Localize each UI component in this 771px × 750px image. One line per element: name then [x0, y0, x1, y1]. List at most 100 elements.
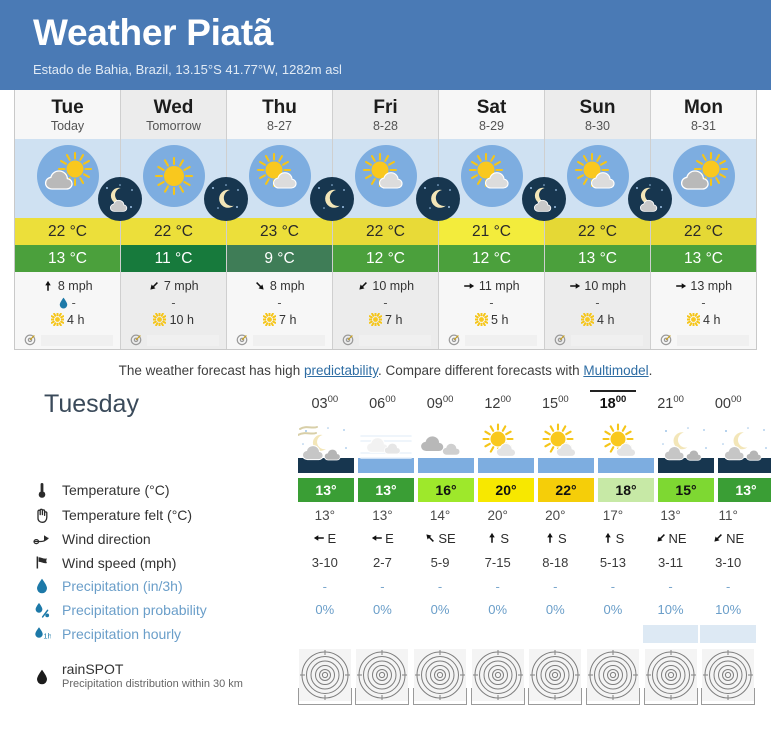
predictability-text-3: . — [648, 363, 653, 378]
hourly-felt-cell: 11° — [718, 508, 738, 523]
target-icon — [235, 332, 249, 349]
hourly-time-label[interactable]: 0300 — [311, 393, 339, 412]
day-accuracy — [651, 332, 756, 349]
rainspot-cell — [527, 647, 585, 706]
sun-icon — [49, 311, 65, 331]
day-header: Sun 8-30 — [545, 90, 650, 139]
hourly-wind-speed-cell: 3-10 — [311, 555, 338, 570]
hourly-probability-cell: 0% — [545, 602, 565, 617]
row-rainspot: rainSPOT Precipitation distribution with… — [20, 647, 757, 706]
hourly-precip-bar-cell — [527, 621, 585, 647]
day-column[interactable]: Tue Today 22 °C 13 °C 8 mph - 4 h — [15, 90, 142, 349]
rainspot-cell — [296, 647, 354, 706]
hourly-wind-speed-cell: 2-7 — [373, 555, 392, 570]
day-wind-value: 8 mph — [269, 279, 305, 293]
day-sun-hours: 4 h — [545, 311, 650, 329]
day-sun-value: 7 h — [385, 313, 403, 327]
multimodel-link[interactable]: Multimodel — [583, 363, 649, 378]
day-wind: 11 mph — [439, 278, 544, 295]
day-header: Wed Tomorrow — [121, 90, 226, 139]
rainspot-label-block: rainSPOT Precipitation distribution with… — [62, 661, 243, 692]
day-precip: - — [227, 295, 332, 312]
day-column[interactable]: Sat 8-29 21 °C 12 °C 11 mph - 5 h — [439, 90, 566, 349]
day-max-temp: 23 °C — [227, 218, 332, 245]
hourly-felt-cell: 13° — [314, 508, 336, 523]
day-column[interactable]: Thu 8-27 23 °C 9 °C 8 mph - 7 h — [227, 90, 354, 349]
hourly-day-title: Tuesday — [44, 390, 139, 418]
hourly-time-label[interactable]: 1800 — [584, 389, 642, 416]
hourly-probability-cell: 10% — [657, 602, 684, 617]
day-column[interactable]: Fri 8-28 22 °C 12 °C 10 mph - 7 h — [333, 90, 460, 349]
hourly-time-label[interactable]: 1500 — [541, 393, 569, 412]
day-sun-value: 7 h — [279, 313, 297, 327]
day-max-temp: 22 °C — [545, 218, 650, 245]
predictability-link[interactable]: predictability — [303, 363, 378, 378]
day-header: Tue Today — [15, 90, 120, 139]
hourly-felt-cell: 17° — [602, 508, 624, 523]
rainspot-cell — [354, 647, 412, 706]
hourly-time-label[interactable]: 0900 — [426, 393, 454, 412]
rainspot-radar — [355, 649, 410, 705]
day-precip-value: - — [71, 296, 76, 310]
hourly-time-label[interactable]: 1200 — [484, 393, 512, 412]
hourly-time-label[interactable]: 0600 — [369, 393, 396, 412]
hourly-icon-cell — [596, 419, 656, 476]
day-sun-hours: 4 h — [651, 311, 756, 331]
hourly-time-label[interactable]: 0000 — [714, 393, 742, 412]
label-wind-speed: Wind speed (mph) — [20, 555, 296, 571]
hourly-time-label[interactable]: 2100 — [657, 393, 684, 412]
label-temperature: Temperature (°C) — [20, 482, 296, 499]
hourly-temperature-cell: 13° — [716, 476, 771, 504]
rainspot-radar — [470, 649, 525, 705]
day-wind: 8 mph — [15, 278, 120, 295]
hourly-wind-direction-cell: SE — [411, 526, 469, 551]
hourly-weather-icon — [297, 426, 354, 473]
day-column[interactable]: Sun 8-30 22 °C 13 °C 10 mph - 4 h — [545, 90, 672, 349]
day-column[interactable]: Wed Tomorrow 22 °C 11 °C 7 mph - 10 h — [121, 90, 248, 349]
accuracy-bar — [358, 335, 431, 346]
day-header: Sat 8-29 — [439, 90, 544, 139]
rainspot-cell — [469, 647, 527, 706]
hourly-precipitation-cell: - — [610, 579, 616, 594]
day-sun-value: 4 h — [703, 313, 721, 327]
hourly-weather-icon — [538, 423, 594, 473]
hourly-temperature-cell: 15° — [656, 476, 716, 504]
sun-icon — [685, 311, 701, 331]
hourly-felt-cell: 20° — [545, 508, 566, 523]
hourly-wind-direction-cell: E — [296, 526, 354, 551]
hourly-weather-icon — [658, 427, 714, 473]
hourly-weather-icon — [718, 427, 771, 473]
day-wind-value: 10 mph — [584, 279, 627, 293]
day-wind: 10 mph — [545, 278, 650, 295]
rainspot-radar — [701, 649, 756, 705]
target-icon — [553, 332, 567, 349]
day-accuracy — [545, 332, 650, 349]
day-accuracy — [333, 332, 438, 349]
hourly-wind-direction-value: S — [615, 531, 625, 546]
droplet-icon — [59, 297, 68, 314]
hourly-felt-cell: 13° — [660, 508, 681, 523]
day-accuracy — [121, 332, 226, 349]
flag-icon — [32, 555, 52, 570]
hourly-precipitation-cell: - — [437, 579, 443, 594]
hourly-icon-cell — [296, 419, 356, 476]
day-meta: 11 mph - 5 h — [439, 272, 544, 349]
day-precip: - — [15, 295, 120, 312]
day-column[interactable]: Mon 8-31 22 °C 13 °C 13 mph - 4 h — [651, 90, 756, 349]
hourly-precip-bar-cell — [584, 621, 642, 647]
hourly-precipitation-cell: - — [726, 579, 731, 594]
hourly-icon-cell — [476, 419, 536, 476]
hourly-probability-cell: 10% — [715, 602, 742, 617]
night-weather-icon — [310, 177, 354, 221]
row-temperature-felt: Temperature felt (°C) 13° 13° 14° 20° 20° 17°… — [20, 504, 757, 526]
hourly-felt-cell: 14° — [429, 508, 451, 523]
hourly-precip-bar-cell — [642, 621, 700, 647]
hourly-wind-speed-cell: 5-13 — [599, 555, 626, 570]
predictability-text-2: . Compare different forecasts with — [378, 363, 584, 378]
night-weather-icon — [522, 177, 566, 221]
day-icons — [15, 139, 142, 221]
hourly-wind-speed-cell: 3-11 — [658, 555, 684, 570]
label-precipitation: Precipitation (in/3h) — [20, 578, 296, 594]
wind-arrow-icon — [313, 532, 325, 547]
hourly-precip-bar-cell — [469, 621, 527, 647]
